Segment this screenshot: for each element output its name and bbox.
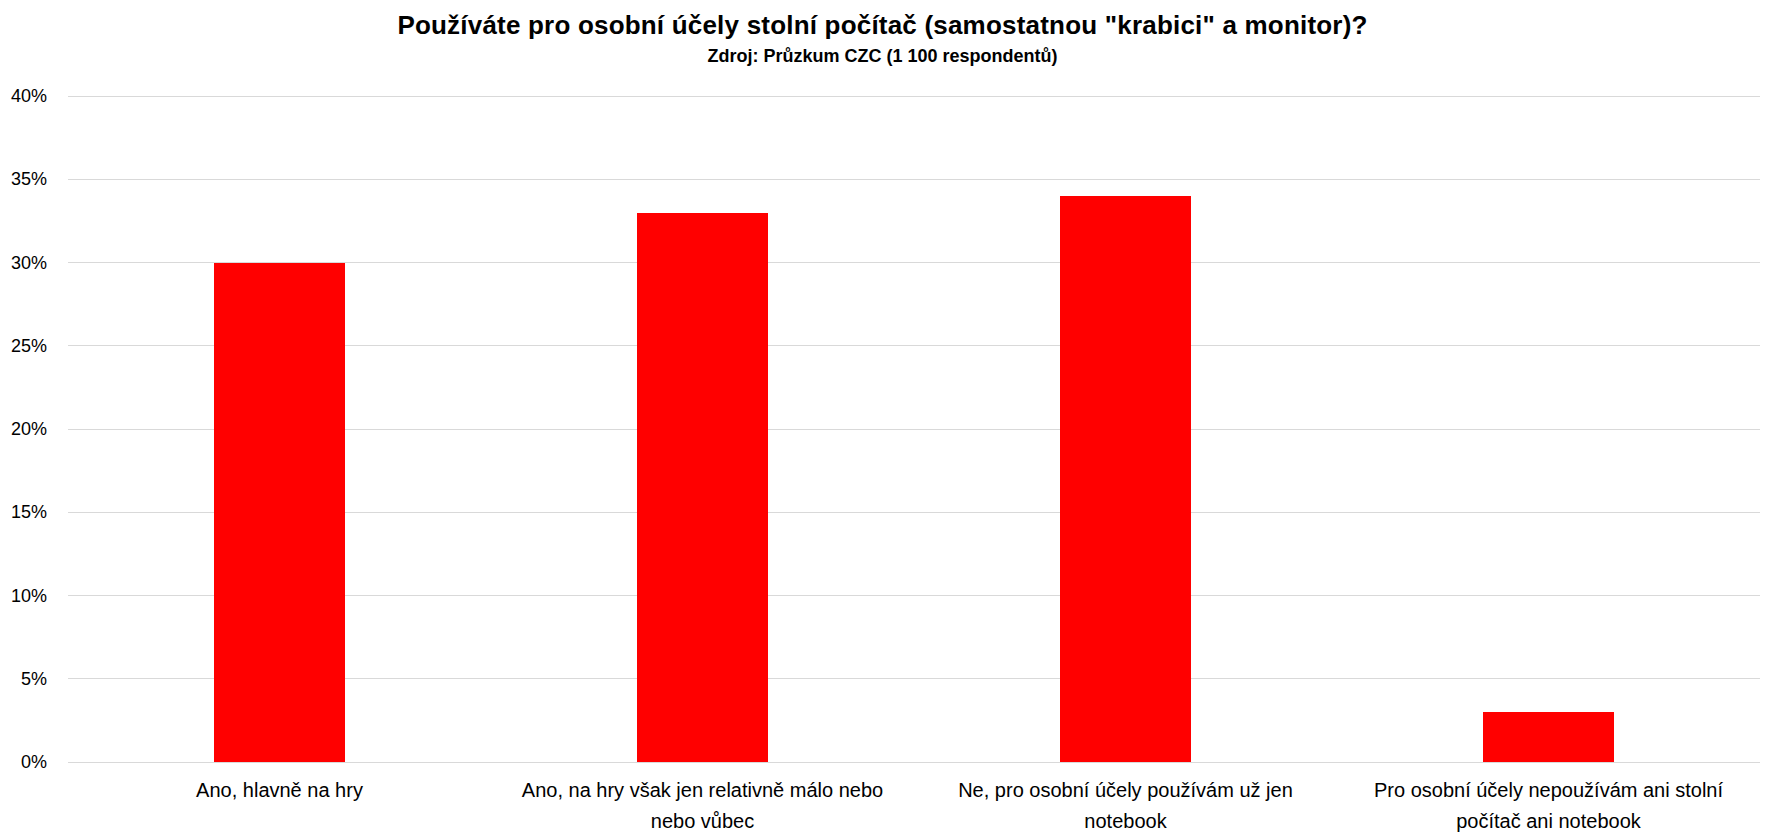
ytick-label: 15% [0, 503, 47, 521]
bar-1 [214, 263, 345, 763]
xtick-label-4: Pro osobní účely nepoužívám ani stolní p… [1337, 775, 1760, 837]
ytick-label: 0% [0, 753, 47, 771]
bar-3 [1060, 196, 1191, 762]
xtick-label-1: Ano, hlavně na hry [68, 775, 491, 806]
ytick-label: 35% [0, 170, 47, 188]
bar-2 [637, 213, 768, 762]
xtick-label-3: Ne, pro osobní účely používám už jen not… [914, 775, 1337, 837]
ytick-label: 30% [0, 254, 47, 272]
chart-subtitle: Zdroj: Průzkum CZC (1 100 respondentů) [0, 46, 1765, 67]
bar-chart: Používáte pro osobní účely stolní počíta… [0, 0, 1765, 837]
xtick-label-2: Ano, na hry však jen relativně málo nebo… [491, 775, 914, 837]
ytick-label: 5% [0, 670, 47, 688]
ytick-label: 20% [0, 420, 47, 438]
gridline-35pct [68, 179, 1760, 180]
gridline-40pct [68, 96, 1760, 97]
ytick-label: 40% [0, 87, 47, 105]
chart-title: Používáte pro osobní účely stolní počíta… [0, 10, 1765, 41]
bar-4 [1483, 712, 1614, 762]
ytick-label: 25% [0, 337, 47, 355]
ytick-label: 10% [0, 587, 47, 605]
